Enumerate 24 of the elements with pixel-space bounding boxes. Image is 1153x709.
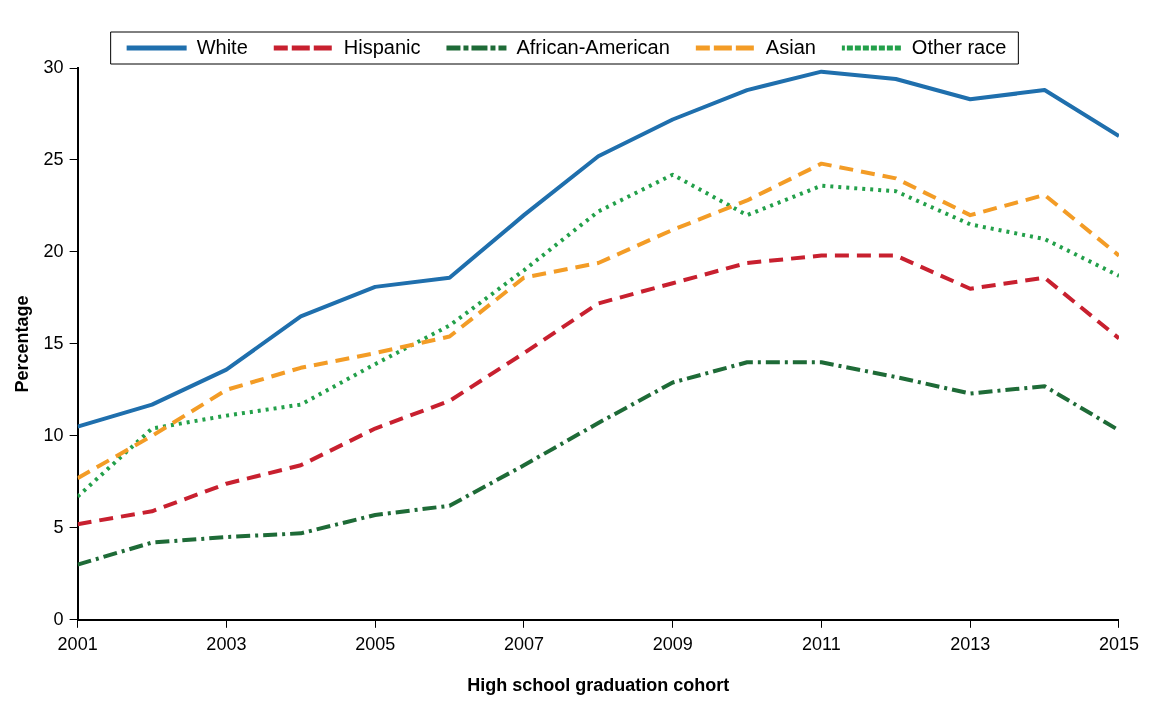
x-tick-label: 2003 xyxy=(206,633,247,654)
y-tick-label: 15 xyxy=(43,332,64,353)
y-tick-label: 10 xyxy=(43,424,64,445)
legend-label: Hispanic xyxy=(343,35,421,58)
x-tick-label: 2001 xyxy=(57,633,98,654)
legend-label: African-American xyxy=(516,35,670,58)
legend-label: Other race xyxy=(911,35,1007,58)
x-axis-title: High school graduation cohort xyxy=(467,675,730,696)
legend-label: Asian xyxy=(765,35,816,58)
y-tick-label: 30 xyxy=(43,56,64,77)
x-tick-label: 2011 xyxy=(802,633,841,654)
y-tick-label: 20 xyxy=(43,240,64,261)
y-tick-label: 5 xyxy=(53,516,64,537)
x-tick-label: 2009 xyxy=(652,633,693,654)
x-tick-label: 2015 xyxy=(1098,633,1139,654)
x-tick-label: 2005 xyxy=(355,633,396,654)
x-tick-label: 2007 xyxy=(503,633,544,654)
y-axis-title: Percentage xyxy=(11,295,32,393)
y-tick-label: 0 xyxy=(53,608,64,629)
line-series xyxy=(77,253,1119,527)
y-tick-label: 25 xyxy=(43,148,64,169)
line-series xyxy=(77,360,1119,567)
x-tick-label: 2013 xyxy=(950,633,991,654)
legend-label: White xyxy=(196,35,248,58)
